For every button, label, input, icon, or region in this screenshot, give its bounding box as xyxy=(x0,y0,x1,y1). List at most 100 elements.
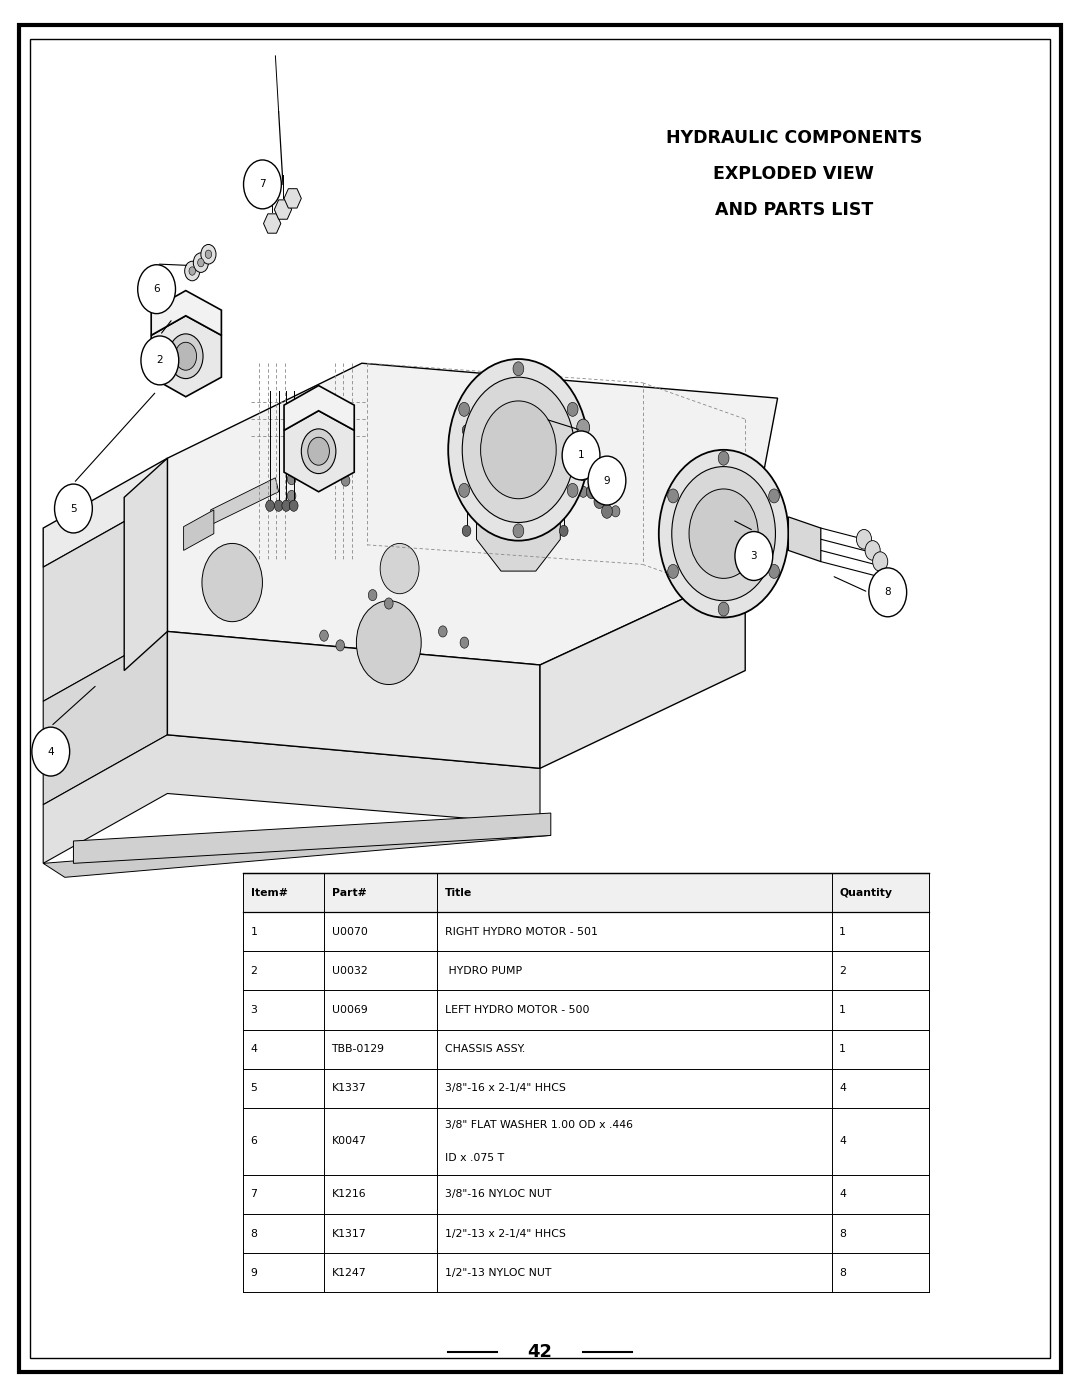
Circle shape xyxy=(380,543,419,594)
Circle shape xyxy=(185,261,200,281)
Text: K0047: K0047 xyxy=(332,1136,366,1147)
Circle shape xyxy=(462,377,575,522)
Circle shape xyxy=(202,543,262,622)
Circle shape xyxy=(471,427,480,439)
Text: 5: 5 xyxy=(70,503,77,514)
Bar xyxy=(243,951,929,990)
Text: Quantity: Quantity xyxy=(839,887,892,898)
Circle shape xyxy=(481,401,556,499)
Text: 6: 6 xyxy=(251,1136,257,1147)
Circle shape xyxy=(718,602,729,616)
Bar xyxy=(243,912,929,951)
Circle shape xyxy=(274,500,283,511)
Circle shape xyxy=(449,439,458,450)
Circle shape xyxy=(734,532,772,581)
Text: K1216: K1216 xyxy=(332,1189,366,1200)
Circle shape xyxy=(438,626,447,637)
Circle shape xyxy=(594,495,605,509)
Bar xyxy=(243,990,929,1030)
Circle shape xyxy=(356,601,421,685)
Text: Part#: Part# xyxy=(332,887,366,898)
Text: 1/2"-13 NYLOC NUT: 1/2"-13 NYLOC NUT xyxy=(445,1267,551,1278)
Circle shape xyxy=(577,464,590,481)
Circle shape xyxy=(595,496,604,507)
Text: 6: 6 xyxy=(153,284,160,295)
Circle shape xyxy=(341,458,350,469)
Text: K1247: K1247 xyxy=(332,1267,366,1278)
Circle shape xyxy=(672,467,775,601)
Polygon shape xyxy=(43,497,167,701)
Bar xyxy=(243,1214,929,1253)
Text: 7: 7 xyxy=(259,179,266,190)
Text: AND PARTS LIST: AND PARTS LIST xyxy=(715,201,873,219)
Text: RIGHT HYDRO MOTOR - 501: RIGHT HYDRO MOTOR - 501 xyxy=(445,926,598,937)
Circle shape xyxy=(138,264,175,313)
Polygon shape xyxy=(211,478,279,524)
Circle shape xyxy=(856,529,872,549)
Text: 8: 8 xyxy=(839,1228,846,1239)
Text: 7: 7 xyxy=(251,1189,257,1200)
Circle shape xyxy=(168,334,203,379)
Text: 3/8"-16 NYLOC NUT: 3/8"-16 NYLOC NUT xyxy=(445,1189,551,1200)
Text: 8: 8 xyxy=(885,587,891,598)
Circle shape xyxy=(205,250,212,258)
Text: HYDRO PUMP: HYDRO PUMP xyxy=(445,965,522,977)
Circle shape xyxy=(308,437,329,465)
Polygon shape xyxy=(284,411,354,492)
Polygon shape xyxy=(284,386,354,430)
Circle shape xyxy=(769,489,780,503)
Circle shape xyxy=(244,161,281,210)
Text: U0070: U0070 xyxy=(332,926,367,937)
Text: EXPLODED VIEW: EXPLODED VIEW xyxy=(714,165,874,183)
Text: 5: 5 xyxy=(251,1083,257,1094)
Text: 3: 3 xyxy=(251,1004,257,1016)
Circle shape xyxy=(462,525,471,536)
Polygon shape xyxy=(43,824,551,877)
Circle shape xyxy=(582,441,595,458)
Text: 1/2"-13 x 2-1/4" HHCS: 1/2"-13 x 2-1/4" HHCS xyxy=(445,1228,566,1239)
Polygon shape xyxy=(151,291,221,335)
Text: 8: 8 xyxy=(251,1228,257,1239)
Circle shape xyxy=(567,483,578,497)
Polygon shape xyxy=(184,510,214,550)
Text: 8: 8 xyxy=(839,1267,846,1278)
Circle shape xyxy=(140,335,179,384)
Text: HYDRAULIC COMPONENTS: HYDRAULIC COMPONENTS xyxy=(665,129,922,147)
Polygon shape xyxy=(540,570,745,768)
Circle shape xyxy=(498,468,507,479)
Bar xyxy=(243,1175,929,1214)
Circle shape xyxy=(175,342,197,370)
Circle shape xyxy=(513,524,524,538)
Circle shape xyxy=(287,474,296,485)
Text: 1: 1 xyxy=(251,926,257,937)
Text: 2: 2 xyxy=(839,965,846,977)
Circle shape xyxy=(198,258,204,267)
Circle shape xyxy=(873,552,888,571)
Circle shape xyxy=(448,359,589,541)
Circle shape xyxy=(577,419,590,436)
Text: 4: 4 xyxy=(48,746,54,757)
Circle shape xyxy=(659,450,788,617)
Circle shape xyxy=(341,475,350,486)
Text: Title: Title xyxy=(445,887,472,898)
Text: ID x .075 T: ID x .075 T xyxy=(445,1153,504,1164)
Circle shape xyxy=(289,500,298,511)
Text: TBB-0129: TBB-0129 xyxy=(332,1044,384,1055)
Circle shape xyxy=(718,451,729,465)
Circle shape xyxy=(465,448,474,460)
Text: U0032: U0032 xyxy=(332,965,367,977)
Circle shape xyxy=(336,640,345,651)
Circle shape xyxy=(32,726,69,777)
Circle shape xyxy=(482,458,490,469)
Text: 9: 9 xyxy=(251,1267,257,1278)
Circle shape xyxy=(559,525,568,536)
Circle shape xyxy=(55,485,93,534)
Polygon shape xyxy=(43,631,167,805)
Text: 1: 1 xyxy=(839,926,846,937)
Circle shape xyxy=(487,437,496,448)
Text: U0069: U0069 xyxy=(332,1004,367,1016)
Circle shape xyxy=(459,483,470,497)
Circle shape xyxy=(559,425,568,436)
Text: 4: 4 xyxy=(251,1044,257,1055)
Circle shape xyxy=(460,637,469,648)
